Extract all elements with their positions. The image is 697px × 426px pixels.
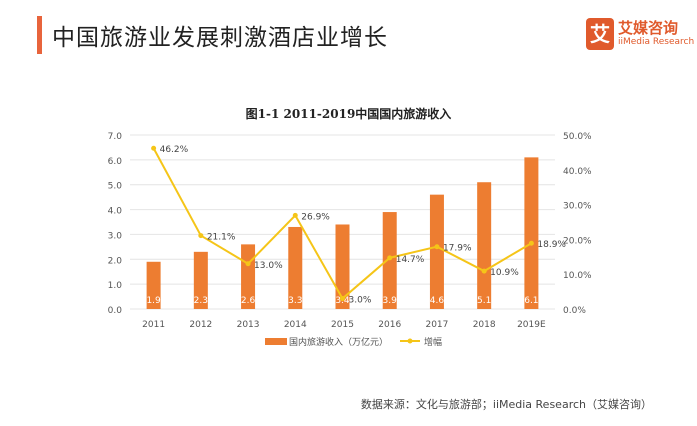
growth-point (198, 233, 204, 239)
growth-point (245, 261, 251, 267)
bar-data-label: 3.9 (383, 296, 398, 306)
line-data-label: 17.9% (443, 244, 472, 254)
left-tick-label: 2.0 (108, 256, 123, 266)
line-data-label: 14.7% (396, 255, 425, 265)
page-title: 中国旅游业发展刺激酒店业增长 (52, 25, 388, 51)
right-tick-label: 40.0% (563, 167, 592, 177)
title-accent-bar (37, 16, 42, 54)
logo-en: iiMedia Research (618, 37, 695, 47)
bar (429, 194, 444, 309)
bar (146, 261, 161, 309)
chart-title: 图1-1 2011-2019中国国内旅游收入 (245, 107, 452, 121)
logo-mark: 艾 (586, 18, 614, 50)
right-tick-label: 50.0% (563, 132, 592, 142)
growth-point (340, 296, 345, 302)
bar-data-label: 4.6 (430, 296, 445, 306)
line-data-label: 3.0% (349, 296, 372, 306)
bar (288, 226, 303, 309)
growth-point (434, 244, 440, 250)
right-tick-label: 0.0% (563, 306, 586, 316)
bar (477, 182, 492, 309)
legend-bar-label: 国内旅游收入（万亿元） (289, 336, 388, 348)
x-tick-label: 2017 (425, 320, 448, 330)
x-tick-label: 2018 (473, 320, 496, 330)
x-tick-label: 2014 (284, 320, 307, 330)
line-data-label: 26.9% (301, 212, 330, 222)
x-tick-label: 2019E (517, 320, 546, 330)
left-tick-label: 3.0 (108, 231, 123, 241)
source-note: 数据来源：文化与旅游部；iiMedia Research（艾媒咨询） (360, 398, 652, 411)
logo-cn: 艾媒咨询 (618, 19, 679, 37)
x-tick-label: 2015 (331, 320, 354, 330)
bar-data-label: 3.3 (288, 296, 302, 306)
bar (382, 212, 397, 309)
line-data-label: 10.9% (490, 268, 519, 278)
line-data-label: 21.1% (207, 233, 236, 243)
legend-line-label: 增幅 (424, 336, 442, 348)
line-data-label: 18.9% (537, 240, 566, 250)
right-tick-label: 30.0% (563, 202, 592, 212)
line-data-label: 13.0% (254, 261, 283, 271)
bar-data-label: 2.3 (194, 296, 208, 306)
bar (193, 251, 208, 309)
bar (524, 157, 539, 309)
bar-data-label: 5.1 (477, 296, 491, 306)
legend-line-marker (407, 338, 413, 344)
left-tick-label: 5.0 (108, 182, 123, 192)
growth-point (292, 212, 298, 218)
x-tick-label: 2011 (142, 320, 165, 330)
left-tick-label: 7.0 (108, 132, 123, 142)
left-tick-label: 6.0 (108, 157, 123, 167)
bar-data-label: 2.6 (241, 296, 256, 306)
growth-point (387, 255, 393, 261)
left-tick-label: 1.0 (108, 281, 123, 291)
growth-point (151, 145, 157, 151)
line-data-label: 46.2% (160, 145, 189, 155)
left-tick-label: 4.0 (108, 207, 123, 217)
legend-bar-swatch (265, 338, 287, 345)
right-tick-label: 20.0% (563, 236, 592, 246)
growth-point (528, 240, 534, 246)
bar-data-label: 1.9 (146, 296, 161, 306)
x-tick-label: 2012 (189, 320, 212, 330)
right-tick-label: 10.0% (563, 271, 592, 281)
x-tick-label: 2013 (237, 320, 260, 330)
logo: 艾 艾媒咨询 iiMedia Research (586, 18, 694, 50)
x-tick-label: 2016 (378, 320, 401, 330)
bar-data-label: 6.1 (524, 296, 538, 306)
growth-point (481, 268, 487, 274)
left-tick-label: 0.0 (108, 306, 123, 316)
bar (335, 224, 350, 309)
